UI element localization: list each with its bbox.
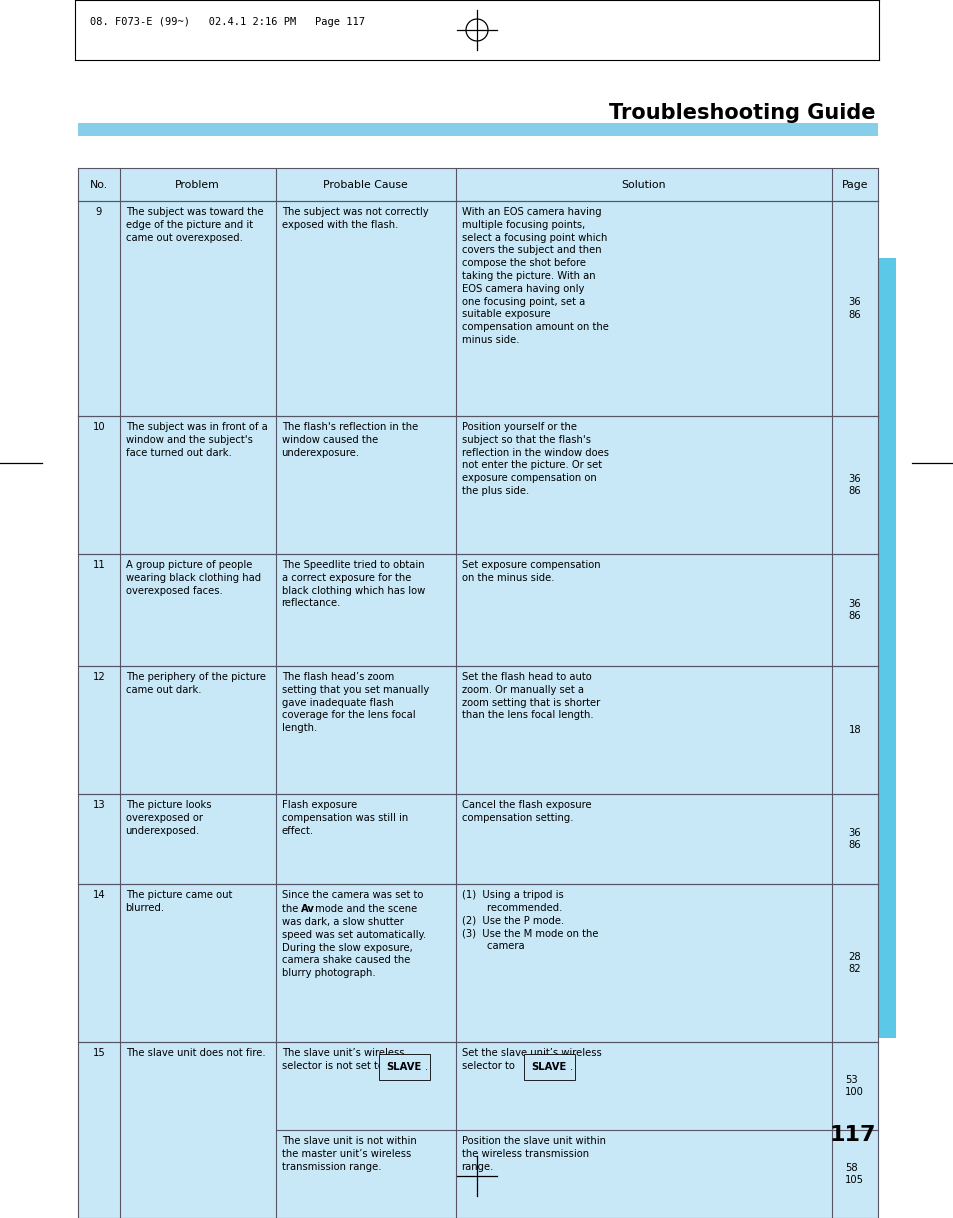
Bar [456, 794, 831, 884]
Text: 14: 14 [92, 890, 105, 900]
Text: The subject was toward the
edge of the picture and it
came out overexposed.: The subject was toward the edge of the p… [126, 207, 263, 242]
Bar [78, 201, 119, 417]
Bar [456, 554, 831, 666]
Text: No.: No. [90, 179, 108, 190]
Bar [119, 794, 275, 884]
Bar [275, 554, 456, 666]
Text: 08. F073-E (99~)   02.4.1 2:16 PM   Page 117: 08. F073-E (99~) 02.4.1 2:16 PM Page 117 [90, 17, 365, 27]
Bar [119, 1043, 275, 1218]
Text: Position yourself or the
subject so that the flash's
reflection in the window do: Position yourself or the subject so that… [461, 421, 608, 496]
Text: Troubleshooting Guide: Troubleshooting Guide [609, 104, 875, 123]
Bar [831, 417, 877, 554]
Bar [119, 884, 275, 1043]
Bar [78, 554, 119, 666]
Bar [456, 884, 831, 1043]
Text: The periphery of the picture
came out dark.: The periphery of the picture came out da… [126, 672, 265, 694]
Bar [78, 794, 119, 884]
Text: Problem: Problem [175, 179, 220, 190]
Bar [275, 666, 456, 794]
Text: The subject was not correctly
exposed with the flash.: The subject was not correctly exposed wi… [281, 207, 428, 230]
Bar [831, 168, 877, 201]
Bar [456, 201, 831, 417]
Bar [78, 666, 119, 794]
Text: Page: Page [841, 179, 867, 190]
Bar [119, 201, 275, 417]
Bar [78, 884, 119, 1043]
Bar [275, 884, 456, 1043]
Bar [275, 417, 456, 554]
Text: A group picture of people
wearing black clothing had
overexposed faces.: A group picture of people wearing black … [126, 560, 260, 596]
Bar [456, 1043, 831, 1218]
Bar [119, 168, 275, 201]
Text: Solution: Solution [620, 179, 665, 190]
Text: The slave unit does not fire.: The slave unit does not fire. [126, 1047, 265, 1058]
Bar [877, 258, 895, 1038]
Bar [275, 794, 456, 884]
Text: .: . [569, 1062, 572, 1072]
Text: 10: 10 [92, 421, 105, 432]
Bar [275, 1043, 456, 1218]
Bar [831, 1043, 877, 1218]
Text: The slave unit is not within
the master unit’s wireless
transmission range.: The slave unit is not within the master … [281, 1136, 416, 1172]
Text: Flash exposure
compensation was still in
effect.: Flash exposure compensation was still in… [281, 800, 408, 836]
Text: was dark, a slow shutter
speed was set automatically.
During the slow exposure,
: was dark, a slow shutter speed was set a… [281, 917, 425, 978]
Text: Position the slave unit within
the wireless transmission
range.: Position the slave unit within the wirel… [461, 1136, 605, 1172]
Text: 12: 12 [92, 672, 105, 682]
Text: .: . [424, 1062, 427, 1072]
Text: The picture looks
overexposed or
underexposed.: The picture looks overexposed or underex… [126, 800, 211, 836]
Bar [831, 884, 877, 1043]
Text: The subject was in front of a
window and the subject's
face turned out dark.: The subject was in front of a window and… [126, 421, 267, 458]
Text: (1)  Using a tripod is
        recommended.
(2)  Use the P mode.
(3)  Use the M : (1) Using a tripod is recommended. (2) U… [461, 890, 598, 951]
Text: The flash's reflection in the
window caused the
underexposure.: The flash's reflection in the window cau… [281, 421, 417, 458]
Bar [831, 794, 877, 884]
Text: 18: 18 [847, 725, 861, 734]
Bar [831, 666, 877, 794]
Text: 36
86: 36 86 [847, 297, 861, 320]
Bar [78, 168, 119, 201]
Bar [831, 201, 877, 417]
Text: Probable Cause: Probable Cause [323, 179, 408, 190]
Text: The flash head’s zoom
setting that you set manually
gave inadequate flash
covera: The flash head’s zoom setting that you s… [281, 672, 429, 733]
Bar [119, 666, 275, 794]
Text: 117: 117 [828, 1125, 875, 1145]
Bar [78, 123, 877, 136]
Text: SLAVE: SLAVE [386, 1062, 421, 1072]
Text: 53
100: 53 100 [844, 1074, 863, 1097]
Text: 36
86: 36 86 [847, 827, 861, 850]
Text: 15: 15 [92, 1047, 105, 1058]
Bar [78, 417, 119, 554]
Bar [275, 168, 456, 201]
Bar [456, 168, 831, 201]
Text: The Speedlite tried to obtain
a correct exposure for the
black clothing which ha: The Speedlite tried to obtain a correct … [281, 560, 424, 609]
Text: 36
86: 36 86 [847, 474, 861, 497]
Text: SLAVE: SLAVE [531, 1062, 566, 1072]
Text: 13: 13 [92, 800, 105, 810]
Text: The slave unit’s wireless
selector is not set to: The slave unit’s wireless selector is no… [281, 1047, 404, 1071]
Text: Set the slave unit’s wireless
selector to: Set the slave unit’s wireless selector t… [461, 1047, 600, 1071]
Text: 28
82: 28 82 [847, 951, 861, 974]
Bar [78, 1043, 119, 1218]
Text: Av: Av [300, 904, 314, 914]
Text: 36
86: 36 86 [847, 598, 861, 621]
Bar [275, 201, 456, 417]
Bar [456, 666, 831, 794]
Text: Since the camera was set to: Since the camera was set to [281, 890, 422, 900]
Text: 11: 11 [92, 560, 105, 570]
Text: The picture came out
blurred.: The picture came out blurred. [126, 890, 232, 912]
Text: Set the flash head to auto
zoom. Or manually set a
zoom setting that is shorter
: Set the flash head to auto zoom. Or manu… [461, 672, 599, 720]
Bar [831, 554, 877, 666]
Text: 58
105: 58 105 [844, 1163, 863, 1185]
Text: the: the [281, 904, 301, 914]
Text: mode and the scene: mode and the scene [312, 904, 416, 914]
Text: 9: 9 [95, 207, 102, 217]
Bar [119, 554, 275, 666]
Text: With an EOS camera having
multiple focusing points,
select a focusing point whic: With an EOS camera having multiple focus… [461, 207, 608, 345]
Bar [119, 417, 275, 554]
Bar [456, 417, 831, 554]
Text: Set exposure compensation
on the minus side.: Set exposure compensation on the minus s… [461, 560, 599, 582]
Text: Cancel the flash exposure
compensation setting.: Cancel the flash exposure compensation s… [461, 800, 591, 823]
